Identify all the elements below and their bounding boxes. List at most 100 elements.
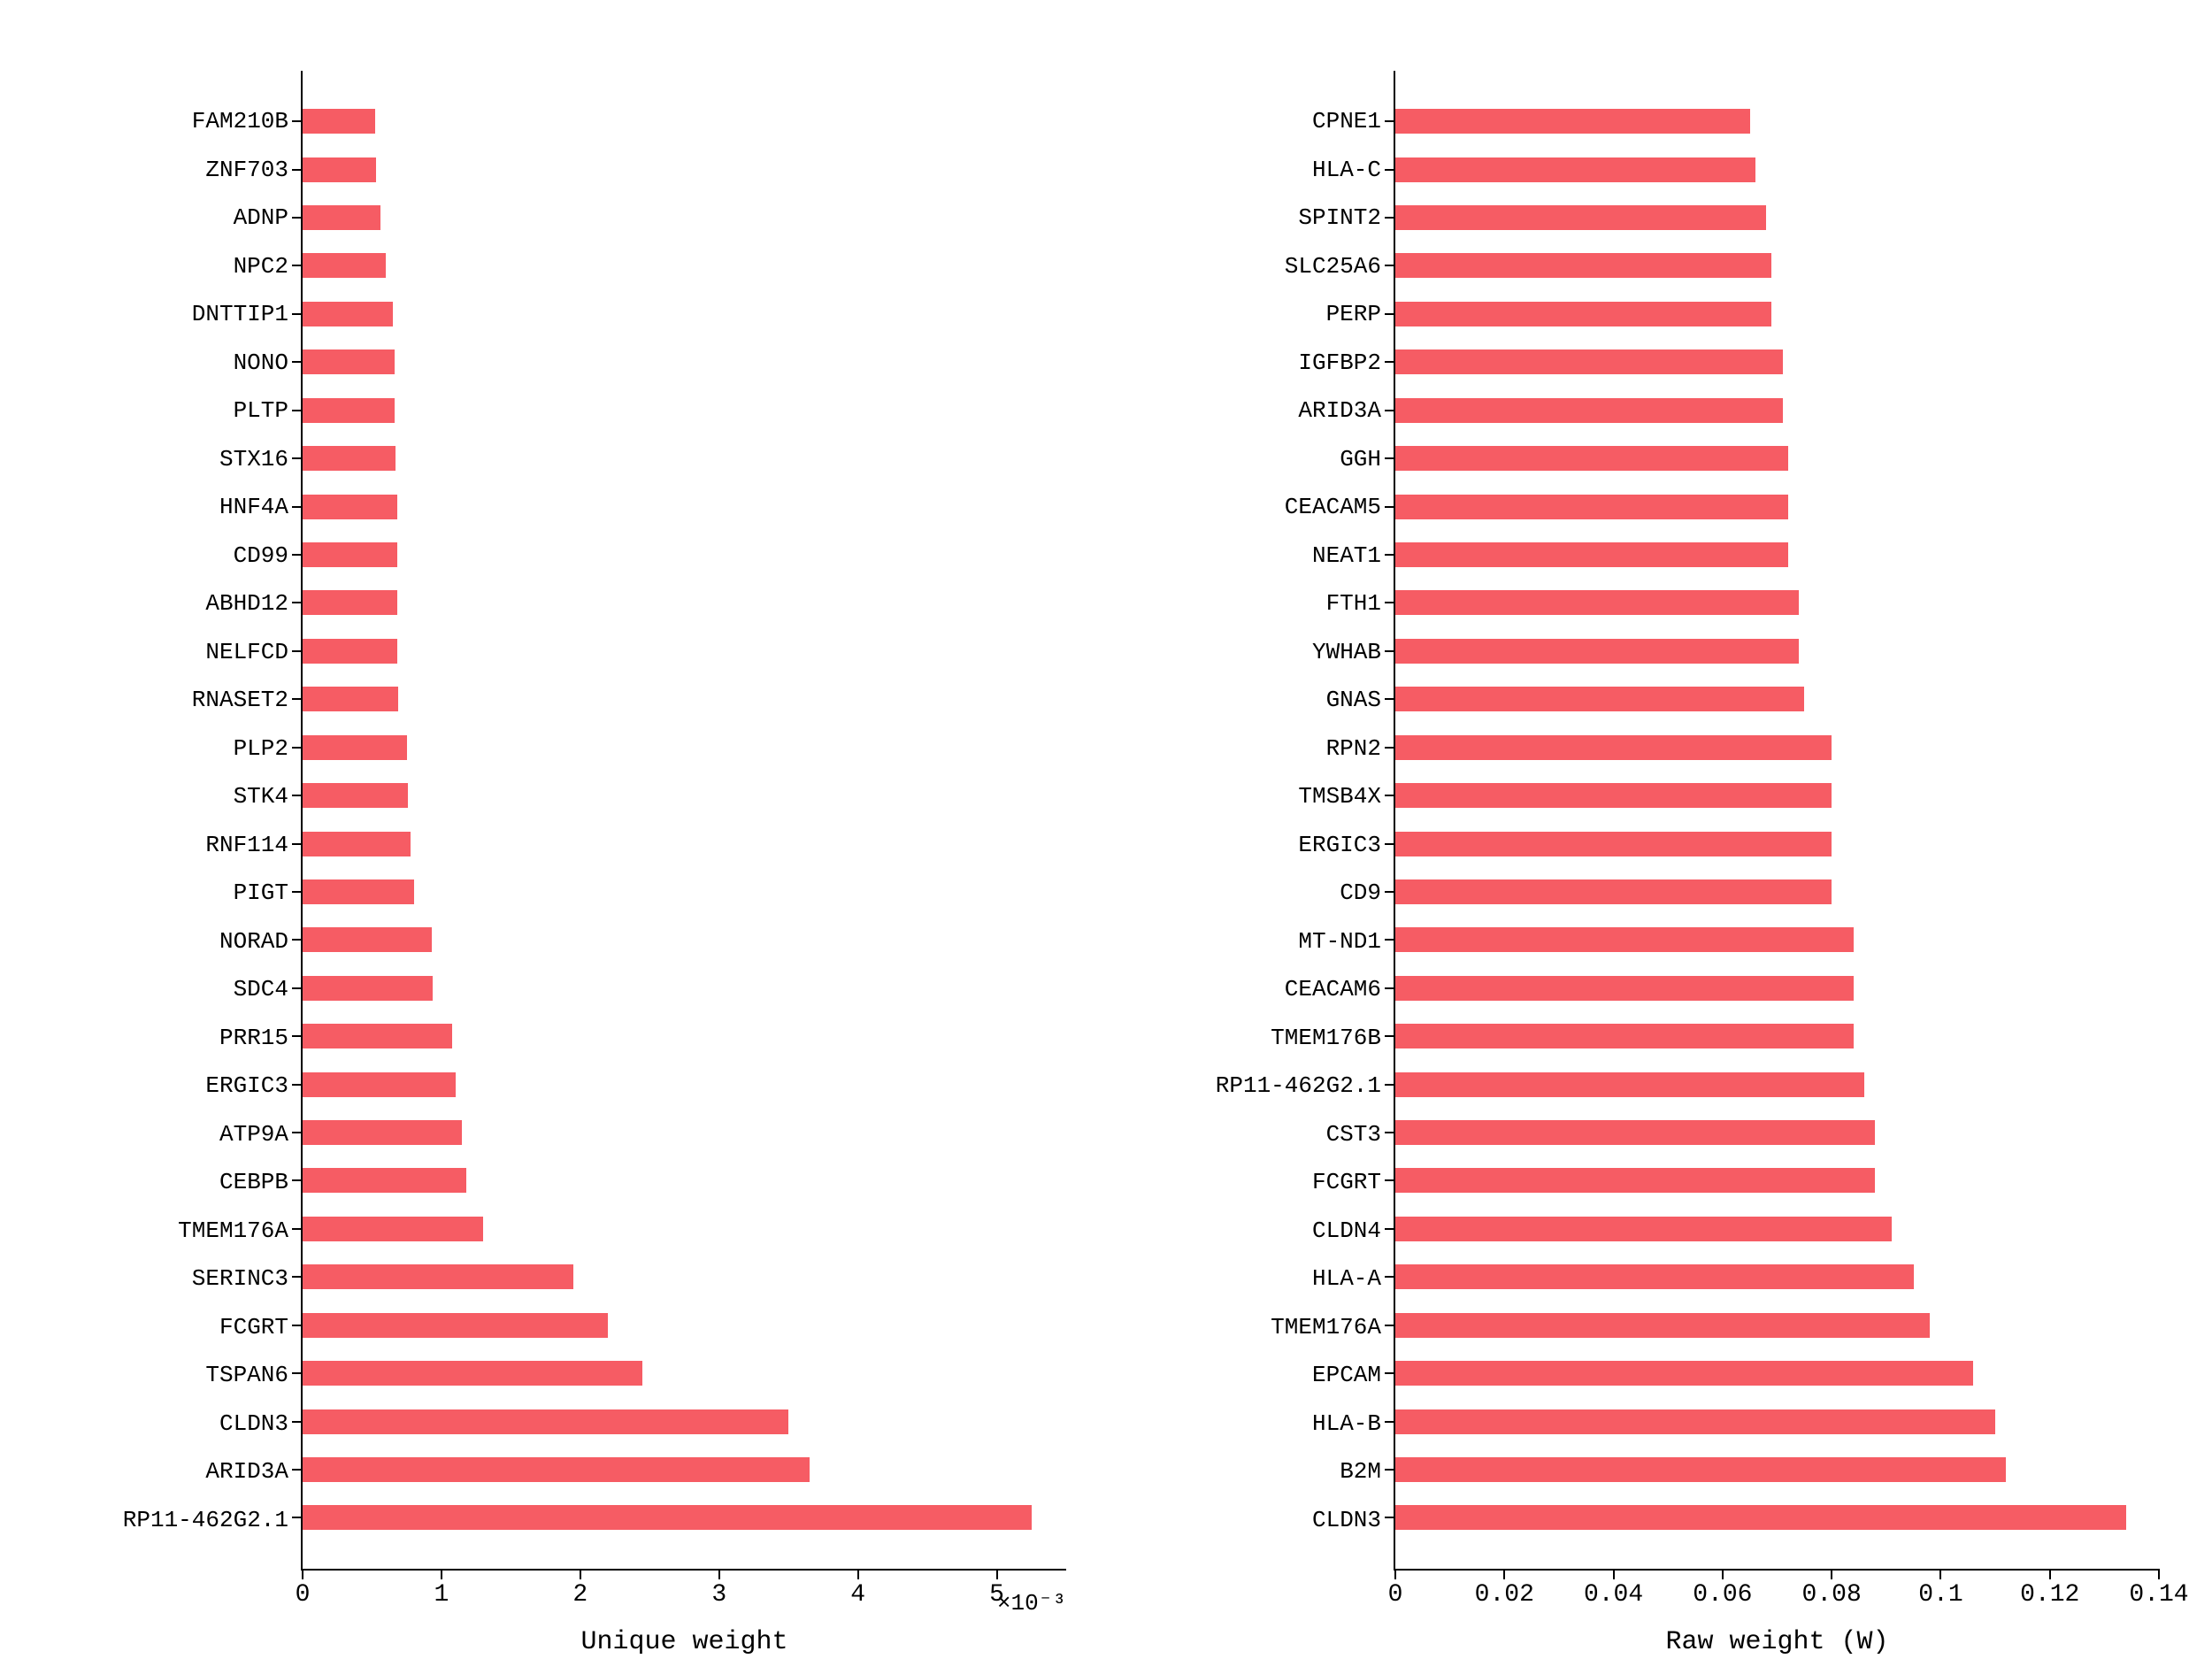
bar bbox=[1395, 927, 1854, 952]
y-tick bbox=[292, 506, 303, 508]
bar bbox=[303, 205, 380, 230]
y-tick bbox=[292, 1132, 303, 1133]
bar bbox=[1395, 1264, 1914, 1289]
y-category-label: CEACAM5 bbox=[1285, 495, 1381, 518]
bar bbox=[303, 783, 408, 808]
y-category-label: PRR15 bbox=[219, 1026, 288, 1049]
bar bbox=[303, 590, 397, 615]
bar bbox=[303, 1409, 788, 1434]
y-category-label: NONO bbox=[234, 351, 288, 374]
y-tick bbox=[292, 361, 303, 363]
y-tick bbox=[1385, 265, 1395, 266]
x-tick bbox=[441, 1569, 442, 1579]
bar bbox=[303, 157, 376, 182]
y-tick bbox=[292, 795, 303, 796]
x-tick bbox=[2049, 1569, 2051, 1579]
x-tick-label: 0.1 bbox=[1918, 1581, 1962, 1609]
y-tick bbox=[292, 410, 303, 411]
y-tick bbox=[292, 698, 303, 700]
y-category-label: ATP9A bbox=[219, 1123, 288, 1146]
y-category-label: RPN2 bbox=[1326, 737, 1381, 760]
x-tick bbox=[1939, 1569, 1941, 1579]
x-tick-label: 4 bbox=[850, 1581, 865, 1609]
x-tick bbox=[1613, 1569, 1615, 1579]
bar bbox=[303, 832, 411, 856]
left-x-tick-labels: 012345 bbox=[303, 1581, 1066, 1617]
y-tick bbox=[1385, 217, 1395, 219]
bar bbox=[303, 1264, 573, 1289]
y-tick bbox=[292, 602, 303, 603]
y-category-label: CST3 bbox=[1326, 1123, 1381, 1146]
y-category-label: B2M bbox=[1340, 1460, 1381, 1483]
x-tick bbox=[1831, 1569, 1832, 1579]
bar bbox=[1395, 446, 1788, 471]
y-tick bbox=[292, 1421, 303, 1423]
y-category-label: MT-ND1 bbox=[1298, 930, 1381, 953]
y-tick bbox=[292, 169, 303, 171]
bar bbox=[303, 302, 393, 326]
y-category-label: PLTP bbox=[234, 399, 288, 422]
right-y-ticks bbox=[1385, 97, 1395, 1542]
y-category-label: HLA-A bbox=[1312, 1267, 1381, 1290]
y-category-label: CPNE1 bbox=[1312, 110, 1381, 133]
y-tick bbox=[1385, 602, 1395, 603]
y-tick bbox=[1385, 1469, 1395, 1471]
bar bbox=[1395, 783, 1832, 808]
y-category-label: ADNP bbox=[234, 206, 288, 229]
y-category-label: HNF4A bbox=[219, 495, 288, 518]
y-category-label: ARID3A bbox=[205, 1460, 288, 1483]
y-category-label: CEBPB bbox=[219, 1171, 288, 1194]
y-category-label: FTH1 bbox=[1326, 592, 1381, 615]
bar bbox=[303, 927, 432, 952]
bar bbox=[1395, 109, 1750, 134]
y-category-label: SERINC3 bbox=[192, 1267, 288, 1290]
y-tick bbox=[292, 1035, 303, 1037]
bar bbox=[1395, 1361, 1973, 1386]
y-category-label: PLP2 bbox=[234, 737, 288, 760]
x-tick-label: 0.02 bbox=[1475, 1581, 1534, 1609]
y-tick bbox=[292, 313, 303, 315]
y-tick bbox=[1385, 1035, 1395, 1037]
y-category-label: CD9 bbox=[1340, 881, 1381, 904]
left-bars bbox=[303, 97, 1066, 1542]
y-category-label: EPCAM bbox=[1312, 1363, 1381, 1386]
y-category-label: HLA-C bbox=[1312, 158, 1381, 181]
y-tick bbox=[292, 891, 303, 893]
x-tick-label: 1 bbox=[434, 1581, 449, 1609]
y-category-label: DNTTIP1 bbox=[192, 303, 288, 326]
y-tick bbox=[1385, 410, 1395, 411]
y-tick bbox=[1385, 1276, 1395, 1278]
y-category-label: NELFCD bbox=[205, 641, 288, 664]
left-chart: FAM210BZNF703ADNPNPC2DNTTIP1NONOPLTPSTX1… bbox=[53, 71, 1066, 1571]
bar bbox=[303, 542, 397, 567]
bar bbox=[1395, 879, 1832, 904]
y-category-label: PIGT bbox=[234, 881, 288, 904]
bar bbox=[1395, 590, 1799, 615]
bar bbox=[303, 1217, 483, 1241]
y-category-label: TMEM176A bbox=[178, 1219, 288, 1242]
bar bbox=[303, 109, 375, 134]
bar bbox=[303, 1120, 462, 1145]
y-category-label: RNASET2 bbox=[192, 688, 288, 711]
y-tick bbox=[1385, 457, 1395, 459]
right-chart: CPNE1HLA-CSPINT2SLC25A6PERPIGFBP2ARID3AG… bbox=[1146, 71, 2159, 1571]
bar bbox=[1395, 1072, 1864, 1097]
y-tick bbox=[1385, 891, 1395, 893]
y-category-label: TMEM176A bbox=[1271, 1316, 1381, 1339]
y-category-label: CLDN3 bbox=[1312, 1509, 1381, 1532]
y-tick bbox=[1385, 698, 1395, 700]
y-category-label: TMEM176B bbox=[1271, 1026, 1381, 1049]
bar bbox=[303, 1024, 452, 1048]
x-tick bbox=[1394, 1569, 1396, 1579]
right-y-labels: CPNE1HLA-CSPINT2SLC25A6PERPIGFBP2ARID3AG… bbox=[1146, 71, 1394, 1571]
left-x-axis-title: Unique weight bbox=[580, 1627, 787, 1657]
y-tick bbox=[1385, 1517, 1395, 1518]
bar bbox=[303, 1505, 1032, 1530]
bar bbox=[1395, 735, 1832, 760]
bar bbox=[303, 1072, 456, 1097]
bar bbox=[303, 349, 395, 374]
right-x-tick-labels: 00.020.040.060.080.10.120.14 bbox=[1395, 1581, 2159, 1617]
bar bbox=[1395, 157, 1755, 182]
y-tick bbox=[292, 1517, 303, 1518]
y-tick bbox=[1385, 939, 1395, 941]
